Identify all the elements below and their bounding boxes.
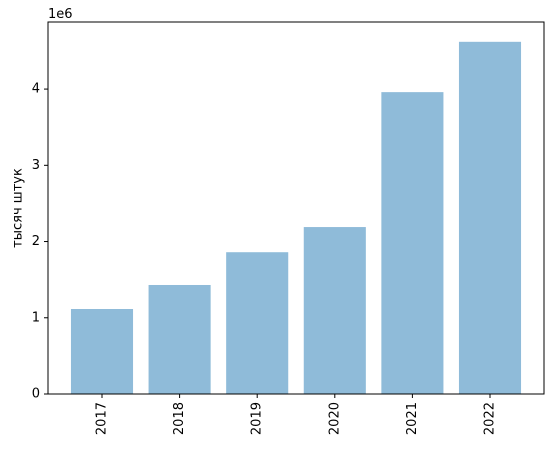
x-tick-label: 2019 [250, 402, 265, 435]
x-tick-label: 2022 [483, 402, 498, 435]
y-tick-label: 0 [32, 387, 40, 402]
y-axis-label: тысяч штук [11, 168, 26, 248]
bar [226, 252, 289, 394]
bar [303, 227, 366, 394]
y-offset-label: 1e6 [48, 7, 73, 22]
x-tick-label: 2021 [405, 402, 420, 435]
bar [70, 309, 134, 394]
y-tick-label: 2 [32, 234, 40, 249]
bar [458, 41, 522, 394]
bar [381, 92, 444, 394]
bar [148, 284, 211, 394]
y-tick-label: 3 [32, 158, 40, 173]
x-tick-label: 2017 [95, 402, 110, 435]
x-tick-label: 2020 [327, 402, 342, 435]
y-tick-label: 4 [32, 82, 40, 97]
x-tick-label: 2018 [172, 402, 187, 435]
y-tick-label: 1 [32, 310, 40, 325]
plot-frame [47, 21, 545, 395]
